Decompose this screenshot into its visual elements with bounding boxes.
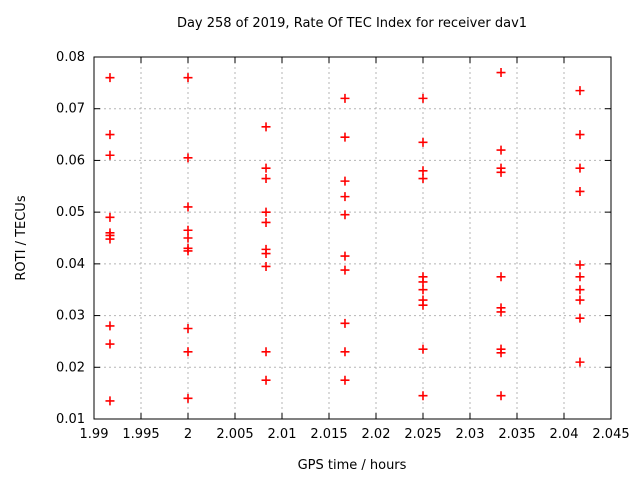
data-point xyxy=(105,150,115,160)
y-tick-label: 0.07 xyxy=(56,102,85,117)
x-axis-label: GPS time / hours xyxy=(298,458,407,473)
y-tick-label: 0.06 xyxy=(56,153,85,168)
data-point xyxy=(183,73,193,83)
data-point xyxy=(496,68,506,78)
data-point xyxy=(418,166,428,176)
x-tick-label: 1.99 xyxy=(80,427,109,442)
data-point xyxy=(418,285,428,295)
data-point xyxy=(340,318,350,328)
data-point xyxy=(575,285,585,295)
data-point xyxy=(261,249,271,259)
data-point xyxy=(575,163,585,173)
axis-ticks xyxy=(93,56,612,420)
chart-title: Day 258 of 2019, Rate Of TEC Index for r… xyxy=(177,16,527,31)
y-tick-label: 0.08 xyxy=(56,50,85,65)
data-point xyxy=(418,391,428,401)
data-point xyxy=(105,396,115,406)
x-tick-label: 2.03 xyxy=(456,427,485,442)
data-point xyxy=(496,307,506,317)
data-point xyxy=(496,145,506,155)
data-point xyxy=(340,347,350,357)
data-point xyxy=(418,174,428,184)
y-tick-label: 0.05 xyxy=(56,205,85,220)
data-point xyxy=(105,130,115,140)
data-point xyxy=(261,122,271,132)
x-tick-label: 2.005 xyxy=(216,427,253,442)
data-point xyxy=(105,321,115,331)
data-point xyxy=(261,217,271,227)
data-point xyxy=(575,260,585,270)
data-point xyxy=(575,295,585,305)
data-point xyxy=(575,130,585,140)
x-tick-label: 1.995 xyxy=(122,427,159,442)
x-tick-label: 2.015 xyxy=(310,427,347,442)
data-point xyxy=(261,375,271,385)
data-point xyxy=(496,272,506,282)
data-point xyxy=(183,233,193,243)
data-point xyxy=(340,375,350,385)
data-point xyxy=(261,207,271,217)
y-tick-label: 0.01 xyxy=(56,412,85,427)
data-point xyxy=(105,73,115,83)
data-point xyxy=(105,234,115,244)
data-point xyxy=(105,339,115,349)
x-tick-label: 2.01 xyxy=(268,427,297,442)
x-tick-label: 2 xyxy=(184,427,192,442)
data-point xyxy=(183,246,193,256)
gridlines xyxy=(93,56,612,420)
data-point xyxy=(575,186,585,196)
plot-frame xyxy=(93,56,612,420)
tick-labels: 1.99 1.995 2 2.005 2.01 2.015 2.02 2.025 2.03 2.0… xyxy=(56,50,630,442)
data-point xyxy=(496,391,506,401)
data-point xyxy=(575,357,585,367)
data-point xyxy=(183,202,193,212)
data-point xyxy=(340,132,350,142)
data-point xyxy=(340,210,350,220)
data-point xyxy=(261,163,271,173)
data-point xyxy=(575,272,585,282)
data-point xyxy=(340,93,350,103)
data-point xyxy=(340,251,350,261)
data-point xyxy=(340,176,350,186)
data-point xyxy=(418,277,428,287)
data-point xyxy=(183,393,193,403)
y-tick-label: 0.02 xyxy=(56,360,85,375)
data-points xyxy=(105,68,585,406)
data-point xyxy=(418,300,428,310)
x-tick-label: 2.025 xyxy=(404,427,441,442)
data-point xyxy=(340,265,350,275)
x-tick-label: 2.035 xyxy=(498,427,535,442)
x-tick-label: 2.045 xyxy=(592,427,629,442)
data-point xyxy=(496,167,506,177)
data-point xyxy=(183,324,193,333)
data-point xyxy=(105,212,115,222)
y-tick-label: 0.04 xyxy=(56,257,85,272)
data-point xyxy=(261,261,271,271)
data-point xyxy=(575,313,585,323)
y-axis-label: ROTI / TECUs xyxy=(14,195,29,280)
data-point xyxy=(496,348,506,358)
data-point xyxy=(418,344,428,354)
data-point xyxy=(183,225,193,235)
x-tick-label: 2.02 xyxy=(362,427,391,442)
data-point xyxy=(418,137,428,147)
x-tick-label: 2.04 xyxy=(550,427,579,442)
data-point xyxy=(340,192,350,202)
data-point xyxy=(261,174,271,184)
data-point xyxy=(261,347,271,357)
y-tick-label: 0.03 xyxy=(56,309,85,324)
data-point xyxy=(183,347,193,357)
data-point xyxy=(418,93,428,103)
data-point xyxy=(575,86,585,96)
data-point xyxy=(183,153,193,163)
